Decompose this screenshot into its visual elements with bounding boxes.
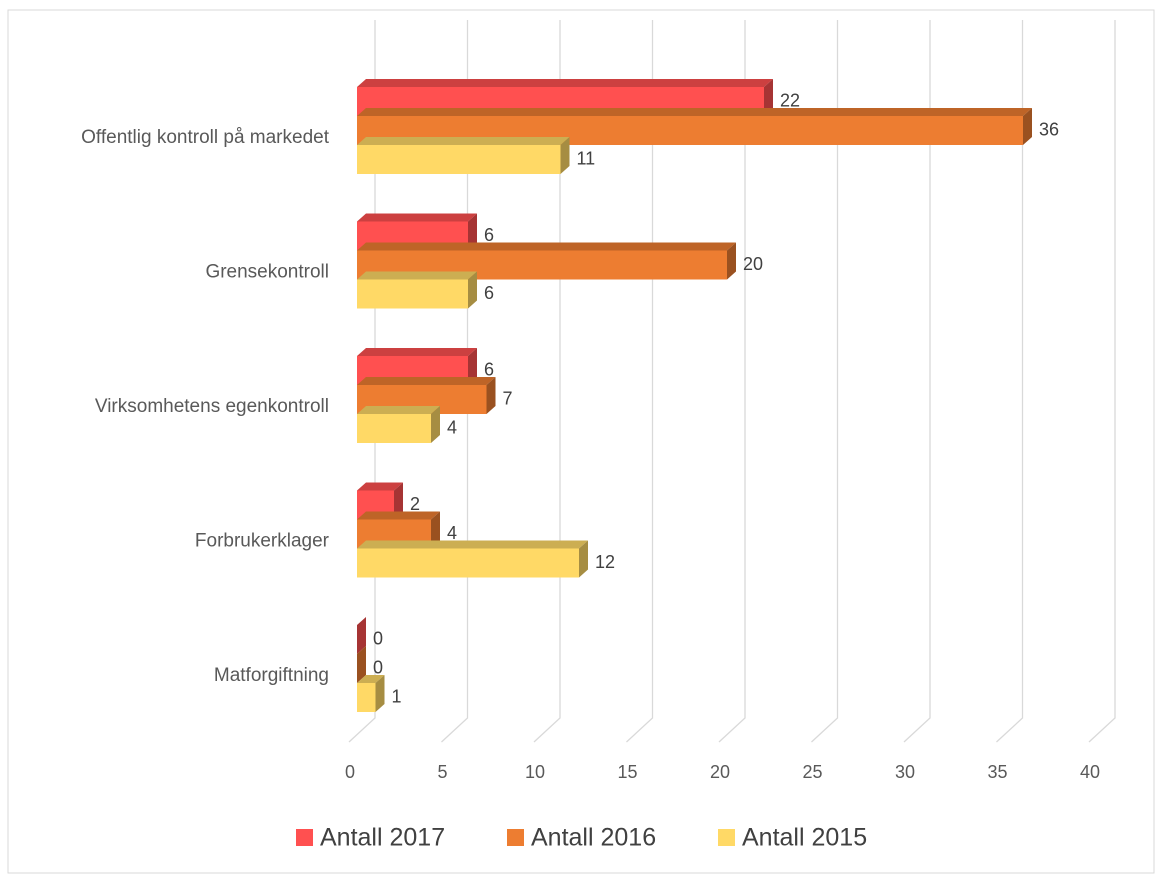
category-label: Virksomhetens egenkontroll: [95, 396, 329, 417]
x-tick-label: 30: [895, 762, 915, 782]
category-label: Offentlig kontroll på markedet: [81, 127, 330, 148]
bar-top: [357, 137, 570, 145]
value-label: 20: [743, 254, 763, 274]
bar-side: [375, 675, 385, 712]
x-tick-label: 0: [345, 762, 355, 782]
bar: [357, 271, 477, 309]
bar-front: [357, 414, 431, 443]
bar-top: [357, 377, 496, 385]
value-label: 36: [1039, 119, 1059, 139]
x-tick-label: 15: [617, 762, 637, 782]
bar-side: [727, 242, 736, 280]
legend-swatch: [507, 829, 524, 846]
bar-side: [764, 79, 773, 116]
value-label: 22: [780, 90, 800, 110]
bar-side: [468, 348, 477, 385]
bar-top: [357, 540, 588, 549]
bar: [357, 108, 1032, 145]
bar: [357, 646, 366, 683]
value-label: 7: [503, 388, 513, 408]
grid-line: [903, 20, 931, 743]
bar-side: [560, 137, 570, 174]
value-label: 1: [392, 686, 402, 706]
bar: [357, 617, 366, 654]
bar: [357, 675, 385, 712]
value-label: 0: [373, 657, 383, 677]
bar-side: [357, 617, 366, 654]
bar: [357, 540, 588, 578]
grid-line: [996, 20, 1024, 743]
bar-front: [357, 145, 561, 174]
value-label: 2: [410, 494, 420, 514]
bar-top: [357, 511, 440, 520]
bar-side: [394, 482, 403, 520]
bar-front: [357, 548, 579, 578]
legend-swatch: [296, 829, 313, 846]
x-tick-label: 10: [525, 762, 545, 782]
bar: [357, 406, 440, 443]
category-label: Grensekontroll: [205, 262, 329, 283]
bar-front: [357, 683, 376, 712]
bar-side: [431, 406, 440, 443]
value-label: 12: [595, 552, 615, 572]
bar-top: [357, 242, 736, 251]
x-tick-label: 25: [802, 762, 822, 782]
bar-top: [357, 348, 477, 356]
bar: [357, 137, 570, 174]
category-label: Matforgiftning: [214, 665, 329, 686]
legend-label: Antall 2016: [531, 824, 656, 852]
value-label: 6: [484, 225, 494, 245]
bar-top: [357, 482, 403, 491]
category-label: Forbrukerklager: [195, 531, 330, 552]
grid-line: [1088, 20, 1116, 743]
value-label: 6: [484, 283, 494, 303]
value-label: 4: [447, 523, 457, 543]
bar-top: [357, 406, 440, 414]
bar-side: [431, 511, 440, 549]
bar-side: [1023, 108, 1032, 145]
bar-side: [468, 271, 477, 309]
bar-top: [357, 213, 477, 222]
bar-side: [486, 377, 496, 414]
legend-label: Antall 2017: [320, 824, 445, 852]
bar-top: [357, 271, 477, 280]
bar-side: [579, 540, 588, 578]
bar-top: [357, 108, 1032, 116]
x-tick-label: 40: [1080, 762, 1100, 782]
legend-label: Antall 2015: [742, 824, 867, 852]
x-tick-label: 20: [710, 762, 730, 782]
value-label: 0: [373, 628, 383, 648]
value-label: 6: [484, 359, 494, 379]
bar-side: [468, 213, 477, 251]
bar-top: [357, 79, 773, 87]
bar-top: [357, 675, 385, 683]
x-tick-label: 35: [987, 762, 1007, 782]
value-label: 11: [577, 148, 596, 168]
grid-line: [811, 20, 839, 743]
legend-swatch: [718, 829, 735, 846]
x-tick-label: 5: [437, 762, 447, 782]
chart-frame: [7, 9, 1155, 874]
bar-side: [357, 646, 366, 683]
value-label: 4: [447, 417, 457, 437]
grid-line: [718, 20, 746, 743]
bar-front: [357, 279, 468, 309]
